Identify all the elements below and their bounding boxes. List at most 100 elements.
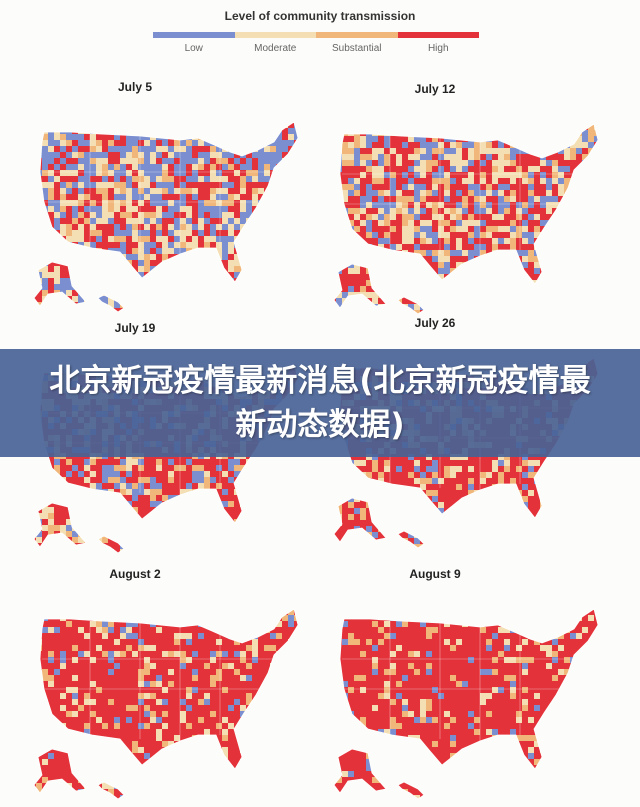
county-cell	[48, 531, 54, 537]
county-cell	[576, 208, 582, 214]
county-cell	[588, 280, 594, 286]
county-cell	[222, 278, 228, 284]
county-cell	[528, 202, 534, 208]
county-cell	[372, 256, 378, 262]
county-cell	[132, 495, 138, 501]
county-cell	[174, 218, 180, 224]
county-cell	[282, 471, 288, 477]
county-cell	[450, 274, 456, 280]
county-cell	[252, 248, 258, 254]
county-cell	[594, 280, 598, 286]
county-cell	[396, 166, 402, 172]
county-cell	[138, 254, 144, 260]
county-cell	[192, 543, 198, 549]
county-cell	[132, 525, 138, 531]
county-cell	[576, 220, 582, 226]
county-cell	[546, 130, 552, 136]
county-cell	[300, 531, 306, 537]
county-cell	[246, 236, 252, 242]
county-cell	[72, 188, 78, 194]
county-cell	[228, 194, 234, 200]
county-cell	[588, 274, 594, 280]
county-cell	[144, 242, 150, 248]
county-cell	[138, 218, 144, 224]
county-cell	[234, 302, 240, 308]
county-cell	[408, 184, 414, 190]
county-cell	[534, 154, 540, 160]
county-cell	[270, 188, 276, 194]
county-cell	[162, 549, 168, 553]
county-cell	[540, 196, 546, 202]
county-cell	[474, 268, 480, 274]
county-cell	[390, 214, 396, 220]
county-cell	[462, 238, 468, 244]
county-cell	[420, 232, 426, 238]
county-cell	[234, 308, 240, 312]
county-cell	[108, 507, 114, 513]
county-cell	[516, 286, 522, 292]
county-cell	[414, 166, 420, 172]
county-cell	[282, 134, 288, 140]
county-cell	[450, 184, 456, 190]
county-cell	[546, 142, 552, 148]
county-cell	[42, 218, 48, 224]
county-cell	[420, 292, 426, 298]
county-cell	[54, 116, 60, 122]
county-cell	[390, 244, 396, 250]
county-cell	[294, 483, 298, 489]
county-cell	[414, 304, 420, 310]
county-cell	[180, 290, 186, 296]
county-cell	[162, 266, 168, 272]
county-cell	[228, 537, 234, 543]
county-cell	[192, 272, 198, 278]
county-cell	[516, 136, 522, 142]
county-cell	[348, 280, 354, 286]
county-cell	[510, 280, 516, 286]
county-cell	[516, 178, 522, 184]
county-cell	[426, 166, 432, 172]
county-cell	[66, 519, 72, 525]
county-cell	[294, 134, 298, 140]
county-cell	[426, 238, 432, 244]
county-cell	[114, 525, 120, 531]
county-cell	[198, 164, 204, 170]
county-cell	[360, 142, 366, 148]
county-cell	[486, 166, 492, 172]
county-cell	[516, 244, 522, 250]
county-cell	[78, 182, 84, 188]
county-cell	[276, 194, 282, 200]
county-cell	[114, 152, 120, 158]
county-cell	[336, 310, 342, 314]
county-cell	[34, 212, 36, 218]
county-cell	[78, 489, 84, 495]
county-cell	[228, 164, 234, 170]
county-cell	[144, 170, 150, 176]
county-cell	[240, 170, 246, 176]
county-cell	[174, 122, 180, 128]
county-cell	[132, 507, 138, 513]
county-cell	[144, 146, 150, 152]
county-cell	[456, 160, 462, 166]
county-cell	[108, 218, 114, 224]
county-cell	[366, 286, 372, 292]
county-cell	[210, 531, 216, 537]
county-cell	[126, 531, 132, 537]
county-cell	[366, 160, 372, 166]
county-cell	[342, 220, 348, 226]
county-cell	[366, 136, 372, 142]
county-cell	[294, 519, 298, 525]
county-cell	[462, 250, 468, 256]
county-cell	[108, 152, 114, 158]
county-cell	[582, 136, 588, 142]
county-cell	[354, 280, 360, 286]
county-cell	[288, 230, 294, 236]
county-cell	[90, 266, 96, 272]
county-cell	[294, 459, 298, 465]
county-cell	[564, 118, 570, 124]
county-cell	[174, 519, 180, 525]
county-cell	[78, 146, 84, 152]
county-cell	[204, 212, 210, 218]
county-cell	[258, 152, 264, 158]
county-cell	[96, 182, 102, 188]
county-cell	[252, 116, 258, 122]
